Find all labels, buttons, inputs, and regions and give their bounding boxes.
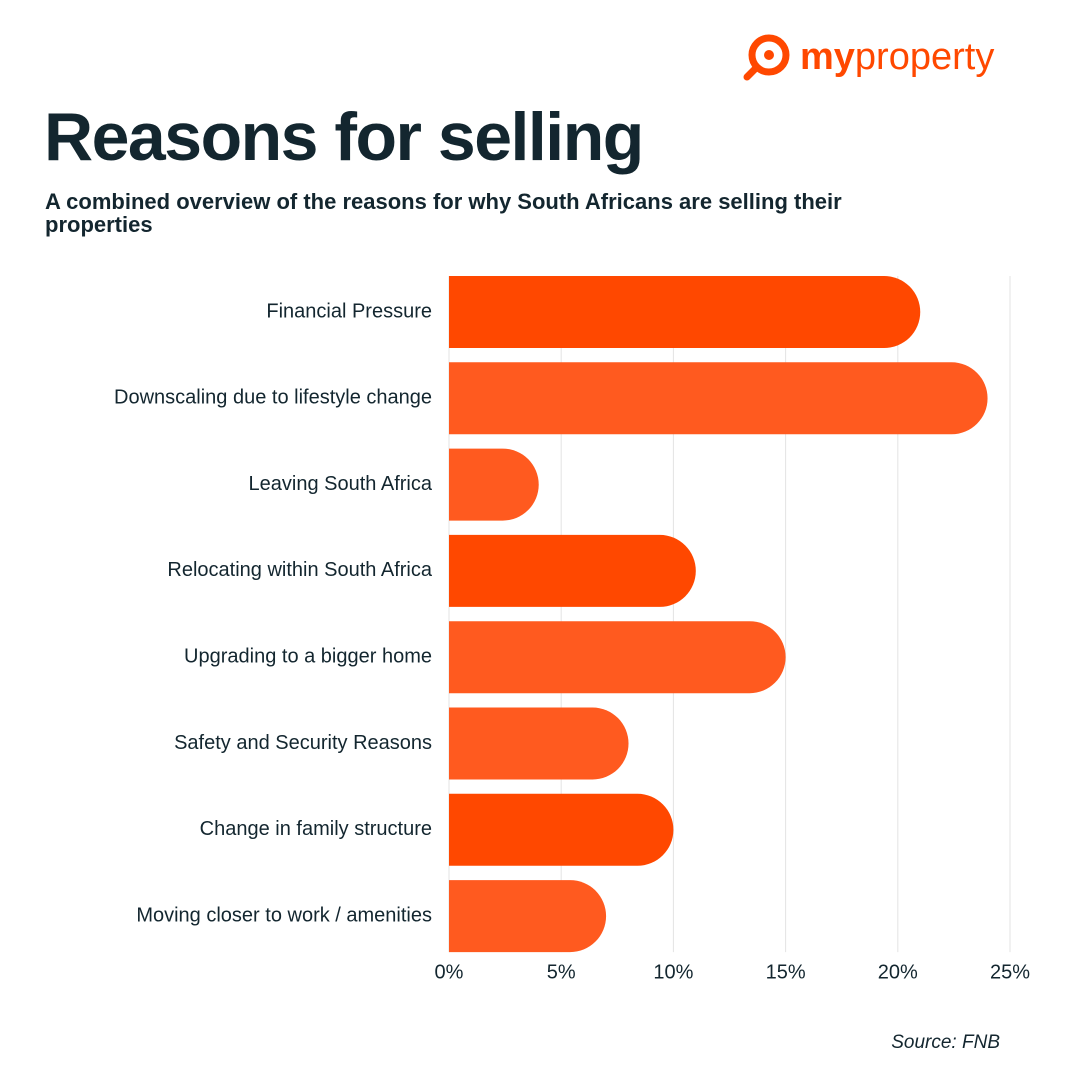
bar [449, 707, 629, 780]
bar [449, 621, 786, 694]
y-tick-label: Relocating within South Africa [167, 559, 432, 581]
x-tick-label: 5% [547, 961, 576, 983]
x-tick-label: 15% [766, 961, 806, 983]
y-tick-label: Safety and Security Reasons [174, 732, 432, 754]
bar [449, 362, 988, 435]
logo-icon [743, 34, 790, 81]
logo-bold: my [800, 35, 855, 78]
y-tick-label: Downscaling due to lifestyle change [114, 387, 432, 409]
logo-text: myproperty [800, 36, 994, 79]
y-tick-label: Leaving South Africa [249, 473, 433, 495]
x-tick-label: 20% [878, 961, 918, 983]
bar [449, 448, 539, 521]
chart-subtitle: A combined overview of the reasons for w… [45, 189, 842, 237]
y-tick-label: Financial Pressure [266, 300, 432, 322]
x-tick-label: 10% [653, 961, 693, 983]
y-tick-label: Upgrading to a bigger home [184, 645, 432, 667]
logo: myproperty [742, 30, 994, 84]
x-tick-label: 25% [990, 961, 1030, 983]
bar [449, 276, 921, 348]
y-tick-label: Moving closer to work / amenities [136, 904, 432, 926]
bar [449, 793, 674, 866]
y-tick-label: Change in family structure [200, 818, 432, 840]
x-tick-label: 0% [435, 961, 464, 983]
bar [449, 534, 696, 607]
bar [449, 880, 607, 953]
chart-title: Reasons for selling [44, 99, 644, 175]
logo-regular: property [854, 35, 995, 78]
source: Source: FNB [891, 1032, 1000, 1053]
